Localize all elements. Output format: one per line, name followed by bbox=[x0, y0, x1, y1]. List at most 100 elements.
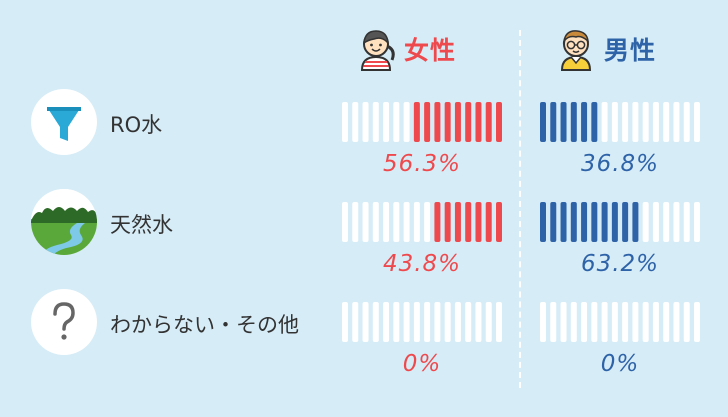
bar-segment-empty bbox=[673, 202, 680, 242]
bar-segment-empty bbox=[560, 302, 567, 342]
bar-segment-empty bbox=[622, 102, 629, 142]
bar-segment-empty bbox=[652, 302, 659, 342]
bar-segment-filled bbox=[632, 202, 639, 242]
bar-segment-empty bbox=[383, 102, 390, 142]
bar-segment-empty bbox=[352, 302, 359, 342]
bar-segment-empty bbox=[342, 302, 348, 342]
bar-segment-empty bbox=[642, 202, 649, 242]
bar-segment-empty bbox=[413, 202, 420, 242]
female-bar bbox=[342, 102, 502, 142]
category-label: RO水 bbox=[110, 113, 163, 137]
bar-segment-empty bbox=[393, 102, 400, 142]
bar-segment-empty bbox=[454, 302, 461, 342]
bar-segment-empty bbox=[683, 102, 690, 142]
bar-segment-filled bbox=[465, 202, 472, 242]
bar-segment-empty bbox=[611, 102, 618, 142]
male-header: 男性 bbox=[556, 26, 656, 72]
bar-segment-filled bbox=[570, 102, 577, 142]
bar-segment-empty bbox=[652, 102, 659, 142]
bar-segment-filled bbox=[560, 202, 567, 242]
male-bar bbox=[540, 102, 700, 142]
question-mark-icon bbox=[31, 289, 97, 355]
segmented-bar bbox=[342, 202, 502, 242]
category-label: わからない・その他 bbox=[110, 313, 299, 337]
bar-segment-filled bbox=[591, 202, 598, 242]
segmented-bar bbox=[540, 202, 700, 242]
bar-segment-empty bbox=[694, 102, 700, 142]
bar-segment-empty bbox=[642, 302, 649, 342]
bar-segment-empty bbox=[362, 202, 369, 242]
bar-segment-empty bbox=[403, 302, 410, 342]
bar-segment-filled bbox=[591, 102, 598, 142]
segmented-bar bbox=[342, 302, 502, 342]
male-label: 男性 bbox=[604, 36, 657, 65]
bar-segment-empty bbox=[591, 302, 598, 342]
bar-segment-filled bbox=[540, 102, 546, 142]
data-label: 36.8% bbox=[580, 151, 660, 177]
bar-segment-filled bbox=[601, 202, 608, 242]
bar-segment-empty bbox=[352, 202, 359, 242]
data-label: 43.8% bbox=[382, 251, 462, 277]
bar-segment-filled bbox=[465, 102, 472, 142]
segmented-bar bbox=[540, 302, 700, 342]
bar-segment-filled bbox=[413, 102, 420, 142]
bar-segment-empty bbox=[362, 102, 369, 142]
bar-segment-empty bbox=[372, 202, 379, 242]
bar-segment-empty bbox=[611, 302, 618, 342]
filter-funnel-icon bbox=[31, 89, 97, 155]
bar-segment-empty bbox=[683, 202, 690, 242]
male-bar bbox=[540, 302, 700, 342]
bar-segment-empty bbox=[393, 302, 400, 342]
bar-segment-empty bbox=[444, 302, 451, 342]
bar-segment-empty bbox=[496, 302, 502, 342]
bar-segment-filled bbox=[475, 202, 482, 242]
bar-segment-empty bbox=[372, 302, 379, 342]
bar-segment-filled bbox=[485, 202, 492, 242]
bar-segment-empty bbox=[663, 102, 670, 142]
female-label: 女性 bbox=[404, 36, 457, 65]
bar-segment-filled bbox=[581, 102, 588, 142]
bar-segment-filled bbox=[444, 102, 451, 142]
bar-segment-empty bbox=[601, 302, 608, 342]
bar-segment-empty bbox=[673, 102, 680, 142]
girl-avatar-icon bbox=[360, 30, 395, 71]
gender-divider bbox=[519, 30, 521, 388]
bar-segment-empty bbox=[475, 302, 482, 342]
bar-segment-filled bbox=[550, 102, 557, 142]
bar-segment-empty bbox=[642, 102, 649, 142]
bar-segment-empty bbox=[424, 202, 431, 242]
segmented-bar bbox=[540, 102, 700, 142]
bar-segment-filled bbox=[496, 202, 502, 242]
bar-segment-empty bbox=[694, 302, 700, 342]
bar-segment-empty bbox=[663, 302, 670, 342]
bar-segment-filled bbox=[454, 202, 461, 242]
bar-segment-empty bbox=[622, 302, 629, 342]
data-label: 56.3% bbox=[382, 151, 462, 177]
bar-segment-empty bbox=[383, 202, 390, 242]
bar-segment-empty bbox=[342, 202, 348, 242]
bar-segment-filled bbox=[570, 202, 577, 242]
bar-segment-empty bbox=[393, 202, 400, 242]
data-label: 0% bbox=[402, 351, 442, 377]
bar-segment-filled bbox=[434, 102, 441, 142]
boy-avatar-icon bbox=[560, 30, 592, 71]
bar-segment-empty bbox=[550, 302, 557, 342]
data-label: 63.2% bbox=[580, 251, 660, 277]
bar-segment-filled bbox=[611, 202, 618, 242]
bar-segment-filled bbox=[454, 102, 461, 142]
bar-segment-filled bbox=[560, 102, 567, 142]
bar-segment-empty bbox=[570, 302, 577, 342]
bar-segment-empty bbox=[601, 102, 608, 142]
female-bar bbox=[342, 202, 502, 242]
bar-segment-filled bbox=[434, 202, 441, 242]
bar-segment-empty bbox=[652, 202, 659, 242]
bar-segment-empty bbox=[632, 102, 639, 142]
bar-segment-empty bbox=[383, 302, 390, 342]
bar-segment-empty bbox=[372, 102, 379, 142]
bar-segment-filled bbox=[496, 102, 502, 142]
bar-segment-empty bbox=[342, 102, 348, 142]
bar-segment-empty bbox=[465, 302, 472, 342]
bar-segment-empty bbox=[424, 302, 431, 342]
bar-segment-filled bbox=[550, 202, 557, 242]
